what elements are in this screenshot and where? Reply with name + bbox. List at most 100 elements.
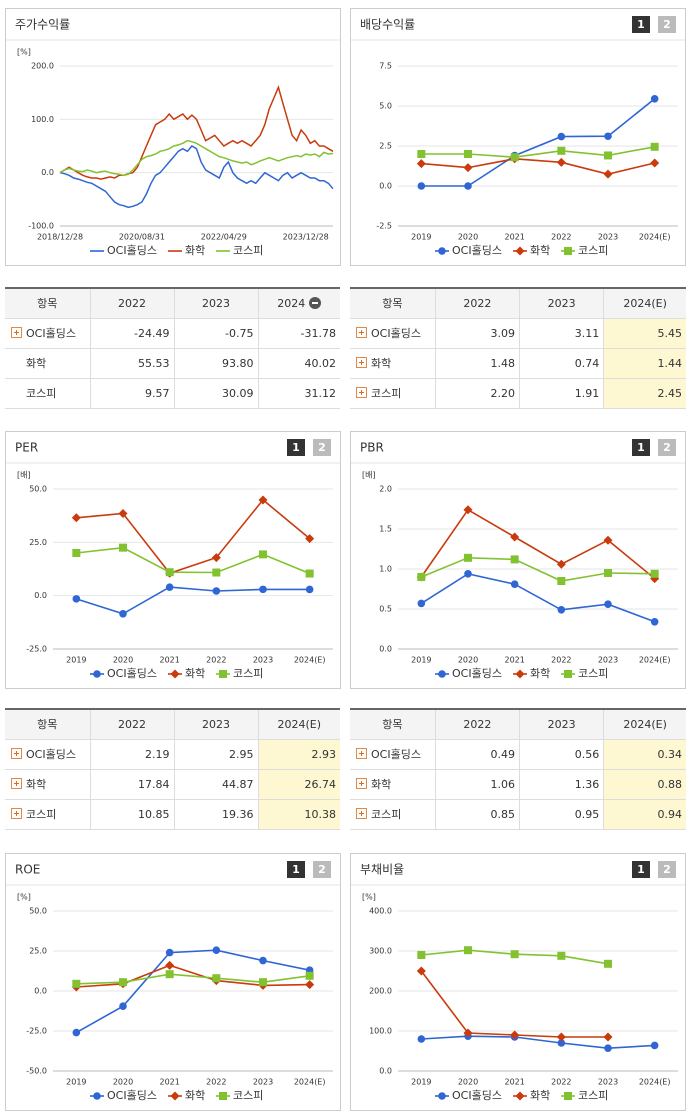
tab-button-label[interactable]: 2 — [663, 18, 671, 31]
y-tick-label: 25.0 — [29, 947, 47, 956]
panel — [5, 431, 341, 689]
header-cell: 2024(E) — [603, 709, 686, 740]
expand-button[interactable] — [356, 327, 367, 338]
header-cell: 2022 — [435, 709, 521, 740]
cell-text: 0.56 — [574, 747, 600, 761]
value-cell: 19.36 — [174, 799, 259, 830]
cell-text: 44.87 — [222, 777, 254, 791]
value-cell: -0.75 — [174, 318, 259, 349]
marker — [258, 495, 268, 505]
tab-button[interactable] — [313, 439, 331, 456]
series-line — [76, 964, 310, 988]
y-tick-label: -25.0 — [26, 645, 47, 654]
cell-text: 1.36 — [574, 777, 600, 791]
tab-button-label[interactable]: 1 — [292, 441, 300, 454]
tab-button-label[interactable]: 1 — [637, 18, 645, 31]
tab-button[interactable] — [632, 861, 650, 878]
expand-button[interactable] — [356, 748, 367, 759]
cell-text: -31.78 — [300, 326, 336, 340]
legend-marker — [170, 669, 180, 679]
tab-button[interactable] — [313, 861, 331, 878]
marker — [464, 553, 472, 562]
tab-button[interactable] — [658, 861, 676, 878]
expand-button[interactable] — [356, 357, 367, 368]
tab-button[interactable] — [658, 439, 676, 456]
marker — [165, 583, 174, 591]
legend-marker — [93, 1092, 101, 1100]
marker — [510, 153, 519, 162]
legend-label: OCI홀딩스 — [107, 667, 157, 680]
expand-button[interactable] — [356, 808, 367, 819]
legend-marker — [93, 670, 101, 678]
marker — [119, 1002, 127, 1010]
value-cell: 0.34 — [603, 739, 686, 770]
marker — [603, 169, 613, 179]
y-tick-label: 0.5 — [379, 605, 392, 614]
cell-text: 17.84 — [138, 777, 170, 791]
legend-label: 코스피 — [233, 1089, 263, 1102]
value-cell: 1.36 — [519, 769, 605, 800]
value-cell: 1.06 — [435, 769, 521, 800]
x-tick-label: 2018/12/28 — [37, 233, 83, 242]
tab-button[interactable] — [287, 439, 305, 456]
value-cell: 0.74 — [519, 348, 605, 379]
expand-button[interactable] — [11, 778, 22, 789]
marker — [118, 509, 128, 519]
tab-button-label[interactable]: 2 — [318, 441, 326, 454]
tab-button-label[interactable]: 2 — [663, 863, 671, 876]
x-tick-label: 2020 — [113, 656, 133, 665]
legend-marker — [564, 1092, 572, 1100]
data-table: 항목 2022 2023 2024 OCI홀딩스 -24.49 -0.75 -31.78 화학 5… — [5, 287, 340, 409]
cell-text: 코스피 — [371, 808, 402, 821]
tab-button-label[interactable]: 1 — [637, 441, 645, 454]
marker — [212, 946, 221, 954]
header-cell: 항목 — [5, 709, 91, 740]
legend-marker — [170, 1091, 180, 1101]
legend-marker — [515, 669, 525, 679]
x-tick-label: 2022/04/29 — [201, 233, 247, 242]
tab-button[interactable] — [287, 861, 305, 878]
marker — [305, 569, 314, 578]
tab-button-label[interactable]: 2 — [318, 863, 326, 876]
cell-text: 2.93 — [311, 747, 337, 761]
expand-button[interactable] — [356, 778, 367, 789]
unit-label: [배] — [362, 471, 376, 480]
header-text: 2023 — [202, 296, 230, 310]
marker — [119, 978, 127, 987]
tab-button[interactable] — [632, 16, 650, 33]
series-line — [76, 498, 311, 575]
tab-button[interactable] — [632, 439, 650, 456]
cell-text: 화학 — [26, 357, 47, 370]
tab-button-label[interactable]: 1 — [292, 863, 300, 876]
expand-button[interactable] — [11, 327, 22, 338]
y-tick-label: 0.0 — [379, 182, 392, 191]
value-cell: 26.74 — [258, 769, 340, 800]
marker — [557, 1039, 566, 1047]
y-tick-label: -50.0 — [26, 1067, 47, 1076]
marker — [557, 132, 566, 141]
cell-text: 화학 — [371, 357, 392, 370]
header-text: 항목 — [37, 718, 58, 732]
expand-button[interactable] — [11, 748, 22, 759]
y-tick-label: -25.0 — [26, 1027, 47, 1036]
value-cell: 55.53 — [90, 348, 175, 379]
tab-button-label[interactable]: 1 — [637, 863, 645, 876]
tab-button[interactable] — [658, 16, 676, 33]
expand-button[interactable] — [356, 387, 367, 398]
marker — [165, 960, 175, 970]
panel-title: 주가수익률 — [15, 18, 70, 32]
expand-button[interactable] — [11, 808, 22, 819]
cell-text: OCI홀딩스 — [26, 748, 76, 761]
collapse-button[interactable] — [309, 296, 322, 309]
marker — [119, 543, 127, 552]
tab-button-label[interactable]: 2 — [663, 441, 671, 454]
marker — [259, 550, 267, 559]
value-cell: 5.45 — [603, 318, 686, 349]
panel — [5, 8, 341, 266]
marker — [463, 163, 473, 173]
y-tick-label: 0.0 — [379, 1067, 392, 1076]
value-cell: 17.84 — [90, 769, 175, 800]
marker — [72, 595, 81, 603]
x-tick-label: 2019 — [66, 1078, 86, 1087]
marker — [305, 971, 314, 980]
